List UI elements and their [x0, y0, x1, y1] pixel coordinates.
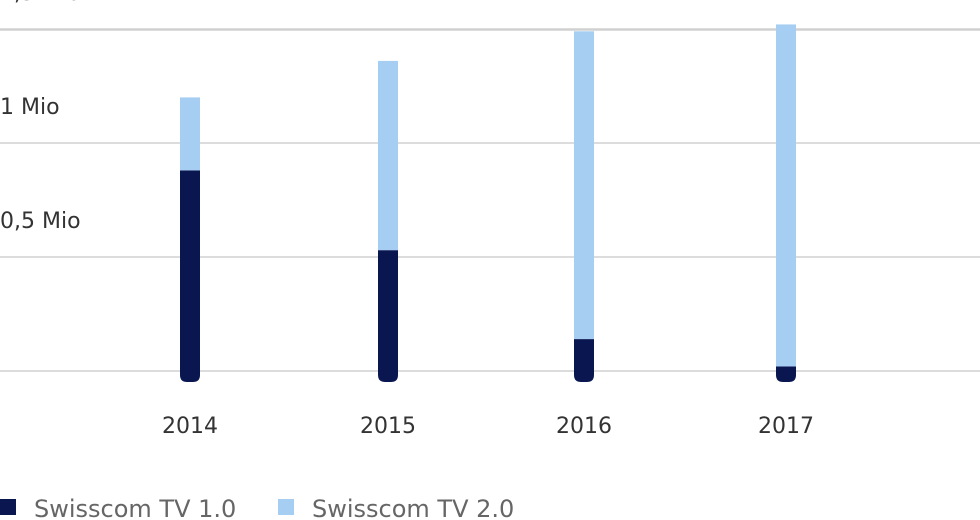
y-axis-tick-labels: 0,5 Mio 1 Mio 1,5 Mio — [0, 0, 81, 234]
legend: Swisscom TV 1.0 Swisscom TV 2.0 — [0, 495, 514, 520]
bar-base-cap — [574, 371, 594, 382]
legend-label: Swisscom TV 2.0 — [312, 495, 514, 520]
bar-segment — [180, 170, 200, 371]
bar-segment — [776, 366, 796, 371]
grid-lines — [0, 28, 980, 372]
x-axis-tick-labels: 2014 2015 2016 2017 — [162, 414, 814, 439]
bar-base-cap — [776, 371, 796, 382]
legend-swatch — [0, 499, 16, 515]
y-tick-label: 1 Mio — [0, 95, 60, 120]
bar-segment — [378, 60, 398, 251]
x-tick-label: 2014 — [162, 414, 218, 439]
bar-segment — [574, 31, 594, 340]
legend-swatch — [278, 499, 294, 515]
bar-segment — [574, 339, 594, 371]
x-tick-label: 2015 — [360, 414, 416, 439]
x-tick-label: 2017 — [758, 414, 814, 439]
y-tick-label: 0,5 Mio — [0, 209, 81, 234]
bar-base-cap — [180, 371, 200, 382]
bar-base-cap — [378, 371, 398, 382]
bar-segment — [776, 24, 796, 367]
y-tick-label: 1,5 Mio — [0, 0, 81, 6]
bars — [180, 24, 796, 382]
bar-segment — [180, 97, 200, 171]
bar-segment — [378, 250, 398, 371]
x-tick-label: 2016 — [556, 414, 612, 439]
legend-label: Swisscom TV 1.0 — [34, 495, 236, 520]
